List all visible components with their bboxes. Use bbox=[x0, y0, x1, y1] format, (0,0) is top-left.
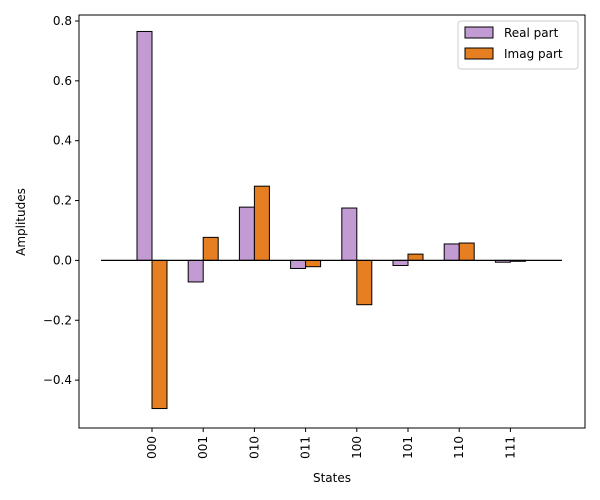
y-tick-label: 0.0 bbox=[53, 253, 72, 267]
x-tick-label-011: 011 bbox=[299, 436, 313, 459]
x-axis: 000 001 010 011 100 101 110 111 bbox=[145, 428, 517, 459]
bar-real-110 bbox=[443, 243, 460, 261]
legend-label-imag: Imag part bbox=[504, 47, 563, 61]
bar-imag-000 bbox=[151, 259, 168, 410]
x-tick-label-100: 100 bbox=[350, 436, 364, 459]
y-axis-title: Amplitudes bbox=[14, 188, 28, 256]
bar-real-100 bbox=[341, 207, 358, 261]
bar-imag-010 bbox=[253, 185, 270, 261]
x-tick-label-101: 101 bbox=[401, 436, 415, 459]
y-tick-label: 0.6 bbox=[53, 74, 72, 88]
y-tick-label: 0.4 bbox=[53, 134, 72, 148]
legend: Real part Imag part bbox=[457, 20, 579, 70]
x-tick-label-111: 111 bbox=[503, 436, 517, 459]
legend-label-real: Real part bbox=[504, 26, 559, 40]
legend-swatch-real bbox=[464, 26, 494, 39]
x-tick-label-010: 010 bbox=[247, 436, 261, 459]
y-axis: −0.4 −0.2 0.0 0.2 0.4 0.6 0.8 bbox=[43, 14, 79, 387]
x-tick-label-000: 000 bbox=[145, 436, 159, 459]
x-tick-label-001: 001 bbox=[196, 436, 210, 459]
bars-layer bbox=[136, 30, 526, 410]
x-tick-label-110: 110 bbox=[452, 436, 466, 459]
y-tick-label: 0.2 bbox=[53, 194, 72, 208]
y-tick-label: −0.4 bbox=[43, 373, 72, 387]
bar-real-001 bbox=[187, 259, 204, 283]
bar-real-011 bbox=[290, 259, 307, 269]
bar-real-000 bbox=[136, 30, 153, 261]
legend-swatch-imag bbox=[464, 47, 494, 60]
bar-imag-011 bbox=[305, 259, 322, 268]
y-tick-label: −0.2 bbox=[43, 313, 72, 327]
x-axis-title: States bbox=[313, 471, 351, 485]
bar-imag-001 bbox=[202, 236, 219, 261]
y-tick-label: 0.8 bbox=[53, 14, 72, 28]
bar-real-010 bbox=[238, 206, 255, 261]
bar-imag-100 bbox=[356, 259, 373, 306]
bar-imag-110 bbox=[458, 242, 475, 261]
bar-real-101 bbox=[392, 259, 409, 266]
bar-imag-101 bbox=[407, 253, 424, 261]
